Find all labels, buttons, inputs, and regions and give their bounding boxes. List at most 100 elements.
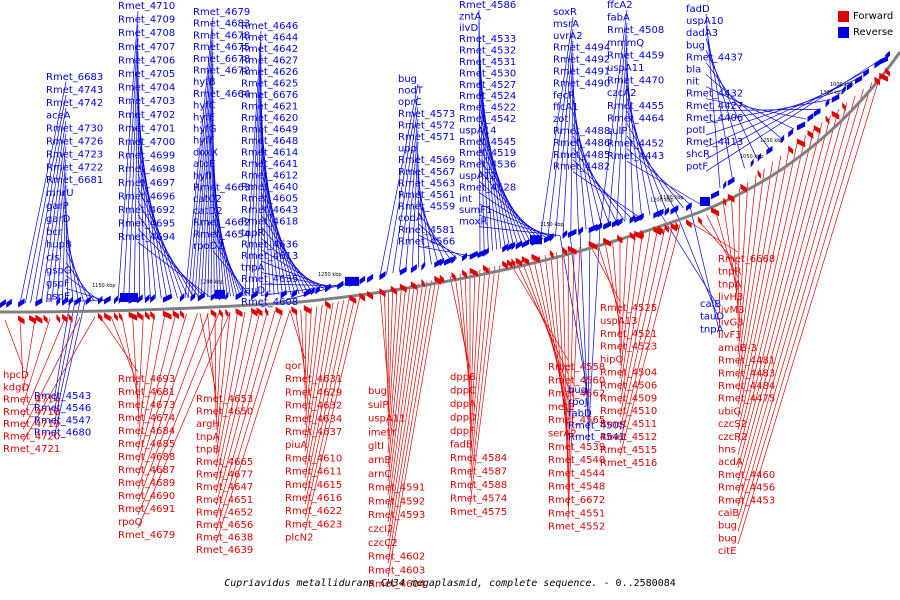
forward-gene-label: Rmet_4544	[548, 468, 605, 479]
reverse-gene-label: Rmet_4546	[34, 403, 91, 414]
forward-gene-label: tnpR	[718, 267, 742, 278]
reverse-connector	[137, 241, 211, 298]
forward-connector	[387, 286, 407, 467]
forward-gene-label: citE	[718, 546, 737, 557]
reverse-gene	[215, 289, 225, 299]
reverse-gene-label: Rmet_4581	[398, 225, 455, 236]
reverse-gene	[482, 247, 489, 257]
forward-gene-label: Rmet_4650	[196, 407, 253, 418]
forward-gene-label: Rmet_4693	[118, 374, 175, 385]
reverse-connector	[212, 215, 241, 297]
forward-gene	[515, 257, 522, 267]
forward-connector	[387, 283, 419, 509]
reverse-connector	[478, 169, 540, 241]
forward-gene-label: Rmet_4616	[285, 493, 342, 504]
reverse-connector	[705, 62, 770, 149]
reverse-gene-label: Rmet_4700	[118, 137, 175, 148]
reverse-connector	[616, 35, 628, 223]
forward-gene	[349, 294, 357, 304]
reverse-connector	[569, 233, 589, 407]
reverse-gene-label: Rmet_4642	[241, 44, 298, 55]
forward-connector	[137, 314, 177, 464]
reverse-gene	[842, 85, 846, 95]
reverse-gene-label: moxR	[459, 217, 487, 228]
reverse-gene	[35, 297, 43, 307]
forward-gene-label: Rmet_4634	[285, 414, 342, 425]
forward-gene-label: plcN2	[285, 533, 313, 544]
reverse-connector	[379, 83, 419, 277]
reverse-connector	[35, 120, 67, 303]
forward-gene-label: hpcD	[3, 370, 29, 381]
forward-connector	[387, 284, 415, 495]
reverse-connector	[212, 239, 248, 296]
reverse-gene-label: Rmet_4522	[459, 103, 516, 114]
reverse-gene-label: tnpR	[241, 228, 265, 239]
forward-gene	[451, 271, 456, 281]
reverse-gene	[439, 257, 444, 267]
reverse-gene-label: cls	[46, 253, 60, 264]
forward-connector	[589, 244, 621, 302]
reverse-connector	[248, 42, 262, 296]
reverse-gene	[757, 152, 761, 162]
reverse-connector	[56, 172, 67, 303]
reverse-gene	[265, 290, 269, 300]
map-caption: Cupriavidus metallidurans CH34 megaplasm…	[0, 578, 900, 589]
reverse-gene-label: Rmet_4649	[241, 125, 298, 136]
forward-connector	[469, 268, 486, 465]
reverse-gene-label: Rmet_4672	[193, 66, 250, 77]
reverse-connector	[478, 55, 498, 250]
reverse-connector	[197, 63, 214, 298]
reverse-connector	[260, 260, 329, 288]
forward-gene	[664, 224, 669, 233]
forward-connector	[556, 252, 569, 467]
reverse-gene	[543, 234, 552, 244]
reverse-gene-label: gspF	[46, 278, 70, 289]
forward-connector	[459, 273, 471, 398]
reverse-gene-label: Rmet_4563	[398, 178, 455, 189]
reverse-connector	[204, 87, 214, 298]
reverse-gene-label: Rmet_4643	[241, 205, 298, 216]
reverse-connector	[252, 53, 262, 296]
forward-gene-label: Rmet_4483	[718, 368, 775, 379]
forward-gene	[56, 314, 61, 324]
reverse-gene-label: Rmet_4678	[193, 30, 250, 41]
scale-ticks: 1150 kbp 1200 kbp 1250 kbp 1150 kbp 1200 kbp…	[92, 82, 854, 289]
reverse-gene	[399, 266, 407, 276]
reverse-gene-label: Rmet_4569	[398, 155, 455, 166]
reverse-gene-label: czcA2	[607, 88, 636, 99]
reverse-connector	[46, 146, 67, 303]
reverse-gene-label: Rmet_4508	[607, 25, 664, 36]
reverse-gene-label: fadD	[686, 4, 710, 15]
forward-gene-label: Rmet_4591	[368, 483, 425, 494]
reverse-connector	[587, 228, 591, 431]
forward-gene-label: Rmet_4562	[548, 389, 605, 400]
reverse-gene-label: Rmet_4706	[118, 55, 175, 66]
reverse-connector	[478, 180, 544, 240]
forward-gene-label: Rmet_4515	[600, 445, 657, 456]
reverse-connector	[24, 94, 67, 304]
reverse-gene-label: Rmet_4547	[34, 415, 91, 426]
forward-gene	[325, 300, 331, 310]
forward-connector	[737, 89, 864, 519]
forward-gene-label: Rmet_4603	[368, 565, 425, 576]
reverse-gene-label: zot	[553, 114, 568, 125]
reverse-gene-label: Rmet_4699	[118, 151, 175, 162]
forward-connector	[300, 309, 306, 386]
forward-connector	[215, 312, 223, 430]
forward-gene	[686, 219, 692, 229]
reverse-gene-label: potI	[686, 125, 705, 136]
reverse-connector	[51, 159, 67, 303]
reverse-gene-label: Rmet_4545	[459, 137, 516, 148]
forward-connector	[137, 315, 144, 425]
reverse-gene-label: uspA10	[686, 16, 723, 27]
reverse-gene	[434, 258, 442, 268]
reverse-gene	[162, 293, 172, 303]
reverse-gene-label: fecR	[553, 90, 575, 101]
reverse-gene-label: oprC	[398, 97, 422, 108]
reverse-gene-label: rpoJ	[568, 397, 588, 408]
reverse-connector	[478, 101, 515, 247]
reverse-gene-label: caiB	[700, 299, 721, 310]
reverse-connector	[137, 106, 157, 299]
forward-gene	[162, 310, 172, 320]
forward-connector	[469, 270, 476, 438]
